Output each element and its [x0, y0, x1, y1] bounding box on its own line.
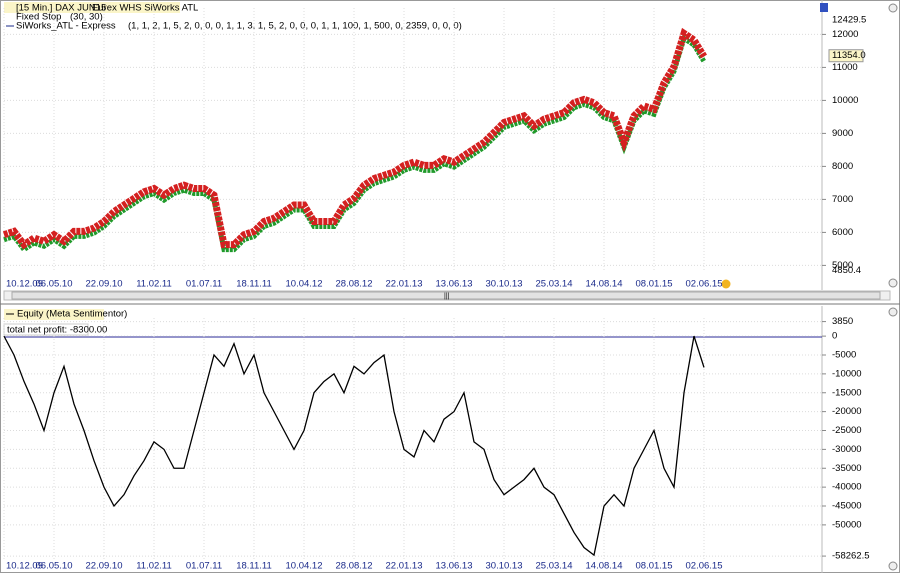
x-tick-label: 11.02.11 [136, 279, 172, 290]
indicator-name: Fixed Stop [16, 12, 61, 23]
price-high-band [2, 27, 707, 250]
indicator-params: (30, 30) [70, 12, 103, 23]
x-tick-label: 13.06.13 [436, 561, 473, 572]
data-feed: Eurex WHS SiWorks ATL [92, 3, 198, 14]
x-tick-label: 10.12.09 [6, 279, 43, 290]
x-tick-label: 14.08.14 [586, 279, 623, 290]
y-tick-label: 5000 [832, 260, 853, 271]
x-tick-label: 18.11.11 [236, 279, 272, 290]
x-tick-label: 14.08.14 [586, 561, 623, 572]
panel-icon[interactable] [820, 3, 828, 12]
x-tick-label: 08.01.15 [636, 279, 673, 290]
x-tick-label: 10.04.12 [286, 561, 323, 572]
equity-name: Equity (Meta Sentimentor) [17, 309, 127, 320]
equity-header-bg [4, 309, 104, 320]
price-label: 4850.4 [832, 265, 861, 276]
annotation-box [3, 323, 89, 336]
equity-line [3, 335, 705, 557]
x-tick-label: 01.07.11 [186, 561, 222, 572]
y-tick-label: -25000 [832, 425, 862, 436]
x-tick-label: 30.10.13 [486, 279, 523, 290]
x-tick-label: 18.11.11 [236, 561, 272, 572]
y-tick-label: -15000 [832, 387, 862, 398]
x-tick-label: 01.07.11 [186, 279, 222, 290]
last-price-box [828, 49, 864, 63]
x-tick-label: 22.01.13 [386, 561, 423, 572]
y-tick-label: 9000 [832, 128, 853, 139]
scale-button[interactable] [888, 278, 898, 288]
price-low-band [3, 34, 707, 253]
x-tick-label: 13.06.13 [436, 279, 473, 290]
net-profit: total net profit: -8300.00 [7, 325, 107, 336]
scroll-grip: ||| [444, 293, 450, 300]
strategy-name: SiWorks_ATL - Express [16, 21, 116, 32]
y-tick-label: 0 [832, 331, 837, 342]
x-tick-label: 06.05.10 [36, 561, 73, 572]
strategy-params: (1, 1, 2, 1, 5, 2, 0, 0, 0, 1, 1, 3, 1, … [128, 21, 462, 32]
scale-button[interactable] [888, 561, 898, 571]
header-bg [4, 2, 180, 13]
y-tick-label: 11000 [832, 62, 858, 73]
y-tick-label: 6000 [832, 227, 853, 238]
x-tick-label: 08.01.15 [636, 561, 673, 572]
x-tick-label: 22.01.13 [386, 279, 423, 290]
price-label: 12429.5 [832, 15, 866, 26]
close-button[interactable] [888, 307, 898, 317]
x-tick-label: 02.06.15 [686, 561, 723, 572]
y-tick-label: 8000 [832, 161, 853, 172]
x-tick-label: 02.06.15 [686, 279, 723, 290]
y-tick-label: -50000 [832, 519, 862, 530]
close-button[interactable] [888, 3, 898, 13]
x-tick-label: 11.02.11 [136, 561, 172, 572]
y-tick-label: -10000 [832, 368, 862, 379]
x-tick-label: 22.09.10 [86, 561, 123, 572]
y-tick-label: -58262.5 [832, 551, 870, 562]
instrument: [15 Min.] DAX JUN15 [16, 3, 106, 14]
event-marker[interactable] [721, 279, 731, 289]
y-tick-label: -20000 [832, 406, 862, 417]
y-tick-label: -45000 [832, 501, 862, 512]
y-tick-label: -35000 [832, 463, 862, 474]
y-tick-label: 7000 [832, 194, 853, 205]
x-tick-label: 22.09.10 [86, 279, 123, 290]
y-tick-label: 10000 [832, 95, 858, 106]
x-tick-label: 10.12.09 [6, 561, 43, 572]
x-tick-label: 25.03.14 [536, 279, 573, 290]
x-tick-label: 10.04.12 [286, 279, 323, 290]
scroll-thumb[interactable] [11, 291, 881, 300]
y-tick-label: 3850 [832, 316, 853, 327]
y-tick-label: -40000 [832, 482, 862, 493]
x-tick-label: 28.08.12 [336, 279, 373, 290]
y-tick-label: 12000 [832, 29, 858, 40]
y-tick-label: -30000 [832, 444, 862, 455]
x-tick-label: 06.05.10 [36, 279, 73, 290]
x-tick-label: 28.08.12 [336, 561, 373, 572]
y-tick-label: -5000 [832, 350, 856, 361]
x-tick-label: 25.03.14 [536, 561, 573, 572]
x-tick-label: 30.10.13 [486, 561, 523, 572]
price-label: 11354.0 [832, 50, 866, 61]
